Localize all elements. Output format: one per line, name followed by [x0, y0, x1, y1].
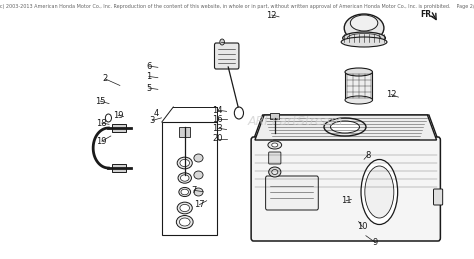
- Ellipse shape: [180, 204, 190, 212]
- Text: 2: 2: [103, 75, 108, 83]
- FancyBboxPatch shape: [251, 137, 440, 241]
- Text: 5: 5: [146, 84, 152, 92]
- Text: FR.: FR.: [420, 10, 434, 19]
- Text: 18: 18: [97, 119, 107, 127]
- Ellipse shape: [324, 118, 366, 136]
- Polygon shape: [162, 122, 217, 235]
- Ellipse shape: [341, 37, 387, 47]
- Ellipse shape: [345, 96, 373, 104]
- FancyBboxPatch shape: [179, 127, 190, 137]
- Ellipse shape: [347, 33, 381, 42]
- FancyBboxPatch shape: [215, 43, 239, 69]
- FancyBboxPatch shape: [269, 152, 281, 164]
- Ellipse shape: [272, 169, 278, 175]
- Text: 20: 20: [212, 134, 223, 143]
- Text: 1: 1: [146, 72, 152, 81]
- Ellipse shape: [345, 68, 373, 76]
- Ellipse shape: [272, 143, 278, 147]
- Circle shape: [220, 39, 224, 45]
- Text: 6: 6: [146, 62, 152, 70]
- Text: 16: 16: [212, 115, 223, 124]
- FancyBboxPatch shape: [112, 164, 126, 172]
- Circle shape: [234, 107, 244, 119]
- Circle shape: [105, 114, 111, 122]
- Text: 11: 11: [341, 196, 351, 205]
- Text: 19: 19: [113, 111, 123, 120]
- Ellipse shape: [194, 154, 203, 162]
- Polygon shape: [254, 115, 438, 140]
- Polygon shape: [255, 115, 437, 140]
- Polygon shape: [254, 140, 438, 238]
- Text: (c) 2003-2013 American Honda Motor Co., Inc. Reproduction of the content of this: (c) 2003-2013 American Honda Motor Co., …: [0, 4, 474, 9]
- Ellipse shape: [179, 218, 190, 226]
- Text: 19: 19: [97, 137, 107, 146]
- Ellipse shape: [177, 202, 192, 214]
- FancyBboxPatch shape: [270, 113, 279, 119]
- FancyBboxPatch shape: [434, 189, 443, 205]
- Text: 12: 12: [266, 11, 277, 19]
- FancyBboxPatch shape: [345, 72, 373, 100]
- Text: 15: 15: [95, 97, 105, 105]
- Ellipse shape: [194, 171, 203, 179]
- Ellipse shape: [180, 159, 190, 167]
- Text: 12: 12: [386, 90, 396, 99]
- Text: 14: 14: [212, 106, 223, 114]
- Ellipse shape: [178, 173, 191, 183]
- Text: 10: 10: [357, 222, 367, 231]
- Ellipse shape: [194, 188, 203, 196]
- Ellipse shape: [361, 160, 398, 225]
- Text: 4: 4: [154, 110, 159, 118]
- Ellipse shape: [330, 121, 359, 133]
- Ellipse shape: [177, 157, 192, 169]
- Ellipse shape: [176, 215, 193, 228]
- Ellipse shape: [181, 175, 189, 181]
- Ellipse shape: [343, 32, 385, 44]
- Text: 7: 7: [191, 186, 197, 195]
- Ellipse shape: [365, 166, 394, 218]
- Text: 13: 13: [212, 124, 223, 133]
- Ellipse shape: [269, 167, 281, 177]
- Text: 9: 9: [372, 238, 377, 247]
- Text: 3: 3: [150, 116, 155, 125]
- Text: 8: 8: [365, 151, 370, 160]
- FancyBboxPatch shape: [112, 124, 126, 132]
- Ellipse shape: [344, 14, 384, 42]
- Ellipse shape: [181, 189, 189, 195]
- Ellipse shape: [350, 15, 378, 31]
- Ellipse shape: [268, 141, 282, 149]
- Ellipse shape: [179, 188, 191, 197]
- Text: 17: 17: [194, 200, 205, 209]
- Text: ARI PartStream: ARI PartStream: [247, 115, 343, 128]
- FancyBboxPatch shape: [265, 176, 318, 210]
